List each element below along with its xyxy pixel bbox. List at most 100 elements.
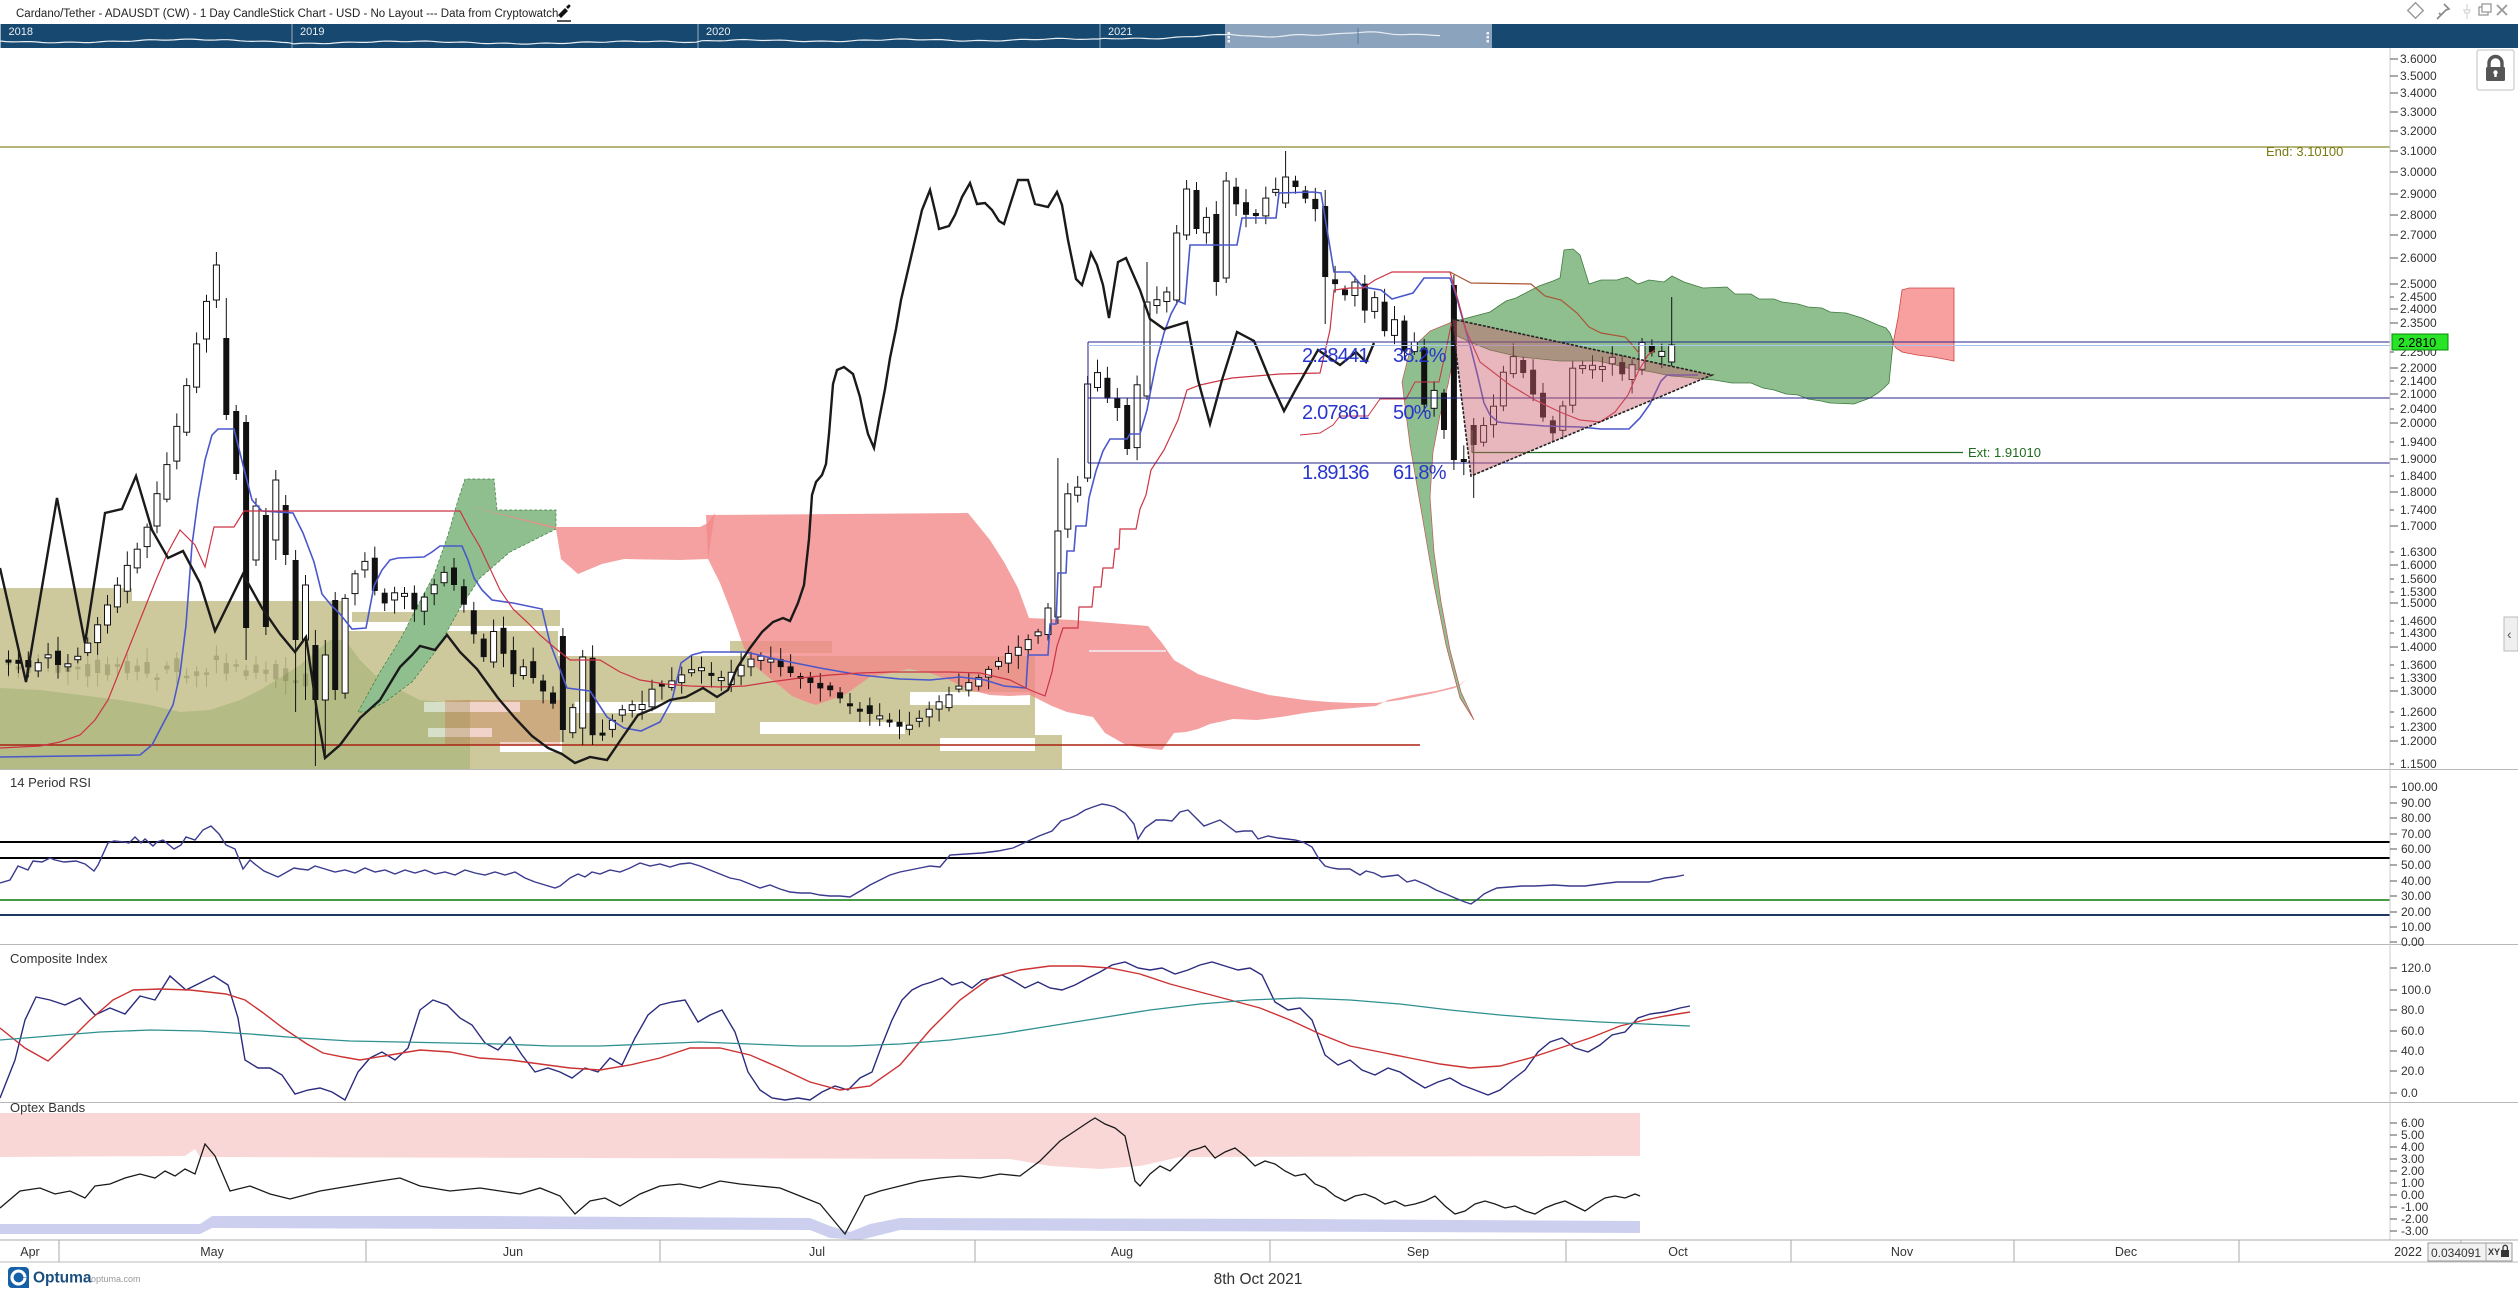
svg-text:0.00: 0.00 (2401, 935, 2425, 949)
svg-text:3.5000: 3.5000 (2400, 69, 2437, 83)
svg-text:Jul: Jul (809, 1245, 825, 1259)
svg-text:1.3600: 1.3600 (2400, 658, 2437, 672)
svg-text:61.8%: 61.8% (1393, 462, 1447, 484)
svg-text:0.034091: 0.034091 (2431, 1246, 2481, 1260)
svg-text:1.3000: 1.3000 (2400, 684, 2437, 698)
svg-text:3.00: 3.00 (2401, 1152, 2425, 1166)
svg-text:14 Period RSI: 14 Period RSI (10, 775, 91, 790)
svg-text:Optex Bands: Optex Bands (10, 1100, 86, 1115)
svg-text:1.2000: 1.2000 (2400, 734, 2437, 748)
svg-text:Sep: Sep (1407, 1245, 1429, 1259)
svg-text:1.6300: 1.6300 (2400, 545, 2437, 559)
svg-text:1.4300: 1.4300 (2400, 626, 2437, 640)
svg-text:1.2600: 1.2600 (2400, 705, 2437, 719)
svg-text:8th Oct 2021: 8th Oct 2021 (1214, 1271, 1303, 1288)
svg-text:2.00: 2.00 (2401, 1164, 2425, 1178)
svg-text:40.00: 40.00 (2401, 874, 2431, 888)
svg-text:1.89136: 1.89136 (1302, 462, 1369, 484)
svg-text:2.2000: 2.2000 (2400, 361, 2437, 375)
svg-text:XY: XY (2488, 1247, 2500, 1257)
svg-text:80.0: 80.0 (2401, 1003, 2425, 1017)
svg-text:1.9400: 1.9400 (2400, 435, 2437, 449)
svg-text:2021: 2021 (1108, 26, 1132, 38)
svg-text:1.3300: 1.3300 (2400, 671, 2437, 685)
svg-text:1.4600: 1.4600 (2400, 614, 2437, 628)
svg-text:60.00: 60.00 (2401, 842, 2431, 856)
svg-text:50%: 50% (1393, 402, 1432, 424)
svg-text:2.7000: 2.7000 (2400, 228, 2437, 242)
svg-text:-1.00: -1.00 (2401, 1200, 2429, 1214)
svg-text:1.00: 1.00 (2401, 1176, 2425, 1190)
svg-text:Composite Index: Composite Index (10, 951, 108, 966)
svg-text:80.00: 80.00 (2401, 811, 2431, 825)
svg-text:20.00: 20.00 (2401, 905, 2431, 919)
svg-text:2022: 2022 (2394, 1245, 2422, 1259)
svg-text:3.0000: 3.0000 (2400, 165, 2437, 179)
svg-text:60.0: 60.0 (2401, 1024, 2425, 1038)
svg-text:1.9000: 1.9000 (2400, 452, 2437, 466)
svg-text:2.0400: 2.0400 (2400, 402, 2437, 416)
svg-text:90.00: 90.00 (2401, 796, 2431, 810)
svg-text:4.00: 4.00 (2401, 1140, 2425, 1154)
svg-text:38.2%: 38.2% (1393, 345, 1447, 367)
svg-text:2.6000: 2.6000 (2400, 251, 2437, 265)
svg-text:2.07861: 2.07861 (1302, 402, 1369, 424)
svg-text:-2.00: -2.00 (2401, 1212, 2429, 1226)
svg-text:70.00: 70.00 (2401, 827, 2431, 841)
svg-text:End: 3.10100: End: 3.10100 (2266, 144, 2343, 159)
svg-text:3.3000: 3.3000 (2400, 105, 2437, 119)
svg-text:0.00: 0.00 (2401, 1188, 2425, 1202)
svg-text:1.1500: 1.1500 (2400, 757, 2437, 771)
svg-text:120.0: 120.0 (2401, 961, 2431, 975)
svg-text:3.2000: 3.2000 (2400, 124, 2437, 138)
svg-text:1.6000: 1.6000 (2400, 558, 2437, 572)
svg-text:2.1400: 2.1400 (2400, 374, 2437, 388)
svg-text:Optuma: Optuma (33, 1270, 92, 1287)
svg-text:2.9000: 2.9000 (2400, 187, 2437, 201)
svg-text:May: May (200, 1245, 224, 1259)
svg-text:0.0: 0.0 (2401, 1086, 2418, 1100)
svg-text:2019: 2019 (300, 26, 324, 38)
svg-text:1.8000: 1.8000 (2400, 485, 2437, 499)
svg-text:1.2300: 1.2300 (2400, 720, 2437, 734)
svg-text:2018: 2018 (9, 26, 33, 38)
svg-text:30.00: 30.00 (2401, 889, 2431, 903)
svg-text:2.4000: 2.4000 (2400, 302, 2437, 316)
svg-text:Aug: Aug (1111, 1245, 1133, 1259)
svg-text:2.2810: 2.2810 (2398, 336, 2436, 350)
svg-text:1.8400: 1.8400 (2400, 469, 2437, 483)
svg-text:2.5000: 2.5000 (2400, 277, 2437, 291)
svg-text:1.5600: 1.5600 (2400, 572, 2437, 586)
svg-text:Cardano/Tether - ADAUSDT (CW): Cardano/Tether - ADAUSDT (CW) - 1 Day Ca… (16, 8, 558, 20)
svg-text:1.7400: 1.7400 (2400, 503, 2437, 517)
svg-text:Dec: Dec (2115, 1245, 2137, 1259)
svg-text:100.00: 100.00 (2401, 780, 2438, 794)
svg-text:100.0: 100.0 (2401, 983, 2431, 997)
svg-text:10.00: 10.00 (2401, 920, 2431, 934)
svg-text:Oct: Oct (1668, 1245, 1688, 1259)
svg-text:2.1000: 2.1000 (2400, 387, 2437, 401)
svg-text:1.5300: 1.5300 (2400, 585, 2437, 599)
svg-text:3.6000: 3.6000 (2400, 52, 2437, 66)
svg-text:50.00: 50.00 (2401, 858, 2431, 872)
svg-text:40.0: 40.0 (2401, 1044, 2425, 1058)
svg-text:2.3500: 2.3500 (2400, 316, 2437, 330)
svg-text:6.00: 6.00 (2401, 1116, 2425, 1130)
svg-text:5.00: 5.00 (2401, 1128, 2425, 1142)
svg-text:3.4000: 3.4000 (2400, 86, 2437, 100)
svg-text:-3.00: -3.00 (2401, 1224, 2429, 1238)
svg-text:Jun: Jun (503, 1245, 523, 1259)
svg-text:2020: 2020 (706, 26, 730, 38)
svg-text:Apr: Apr (20, 1245, 39, 1259)
svg-text:Nov: Nov (1891, 1245, 1914, 1259)
svg-text:3.1000: 3.1000 (2400, 144, 2437, 158)
svg-text:1.4000: 1.4000 (2400, 640, 2437, 654)
svg-text:2.4500: 2.4500 (2400, 290, 2437, 304)
svg-text:optuma.com: optuma.com (91, 1274, 141, 1284)
svg-text:2.8000: 2.8000 (2400, 208, 2437, 222)
svg-text:‹: ‹ (2507, 626, 2512, 642)
svg-text:1.5000: 1.5000 (2400, 596, 2437, 610)
svg-text:2.28441: 2.28441 (1302, 345, 1369, 367)
svg-text:2.0000: 2.0000 (2400, 416, 2437, 430)
svg-text:Ext: 1.91010: Ext: 1.91010 (1968, 445, 2041, 460)
